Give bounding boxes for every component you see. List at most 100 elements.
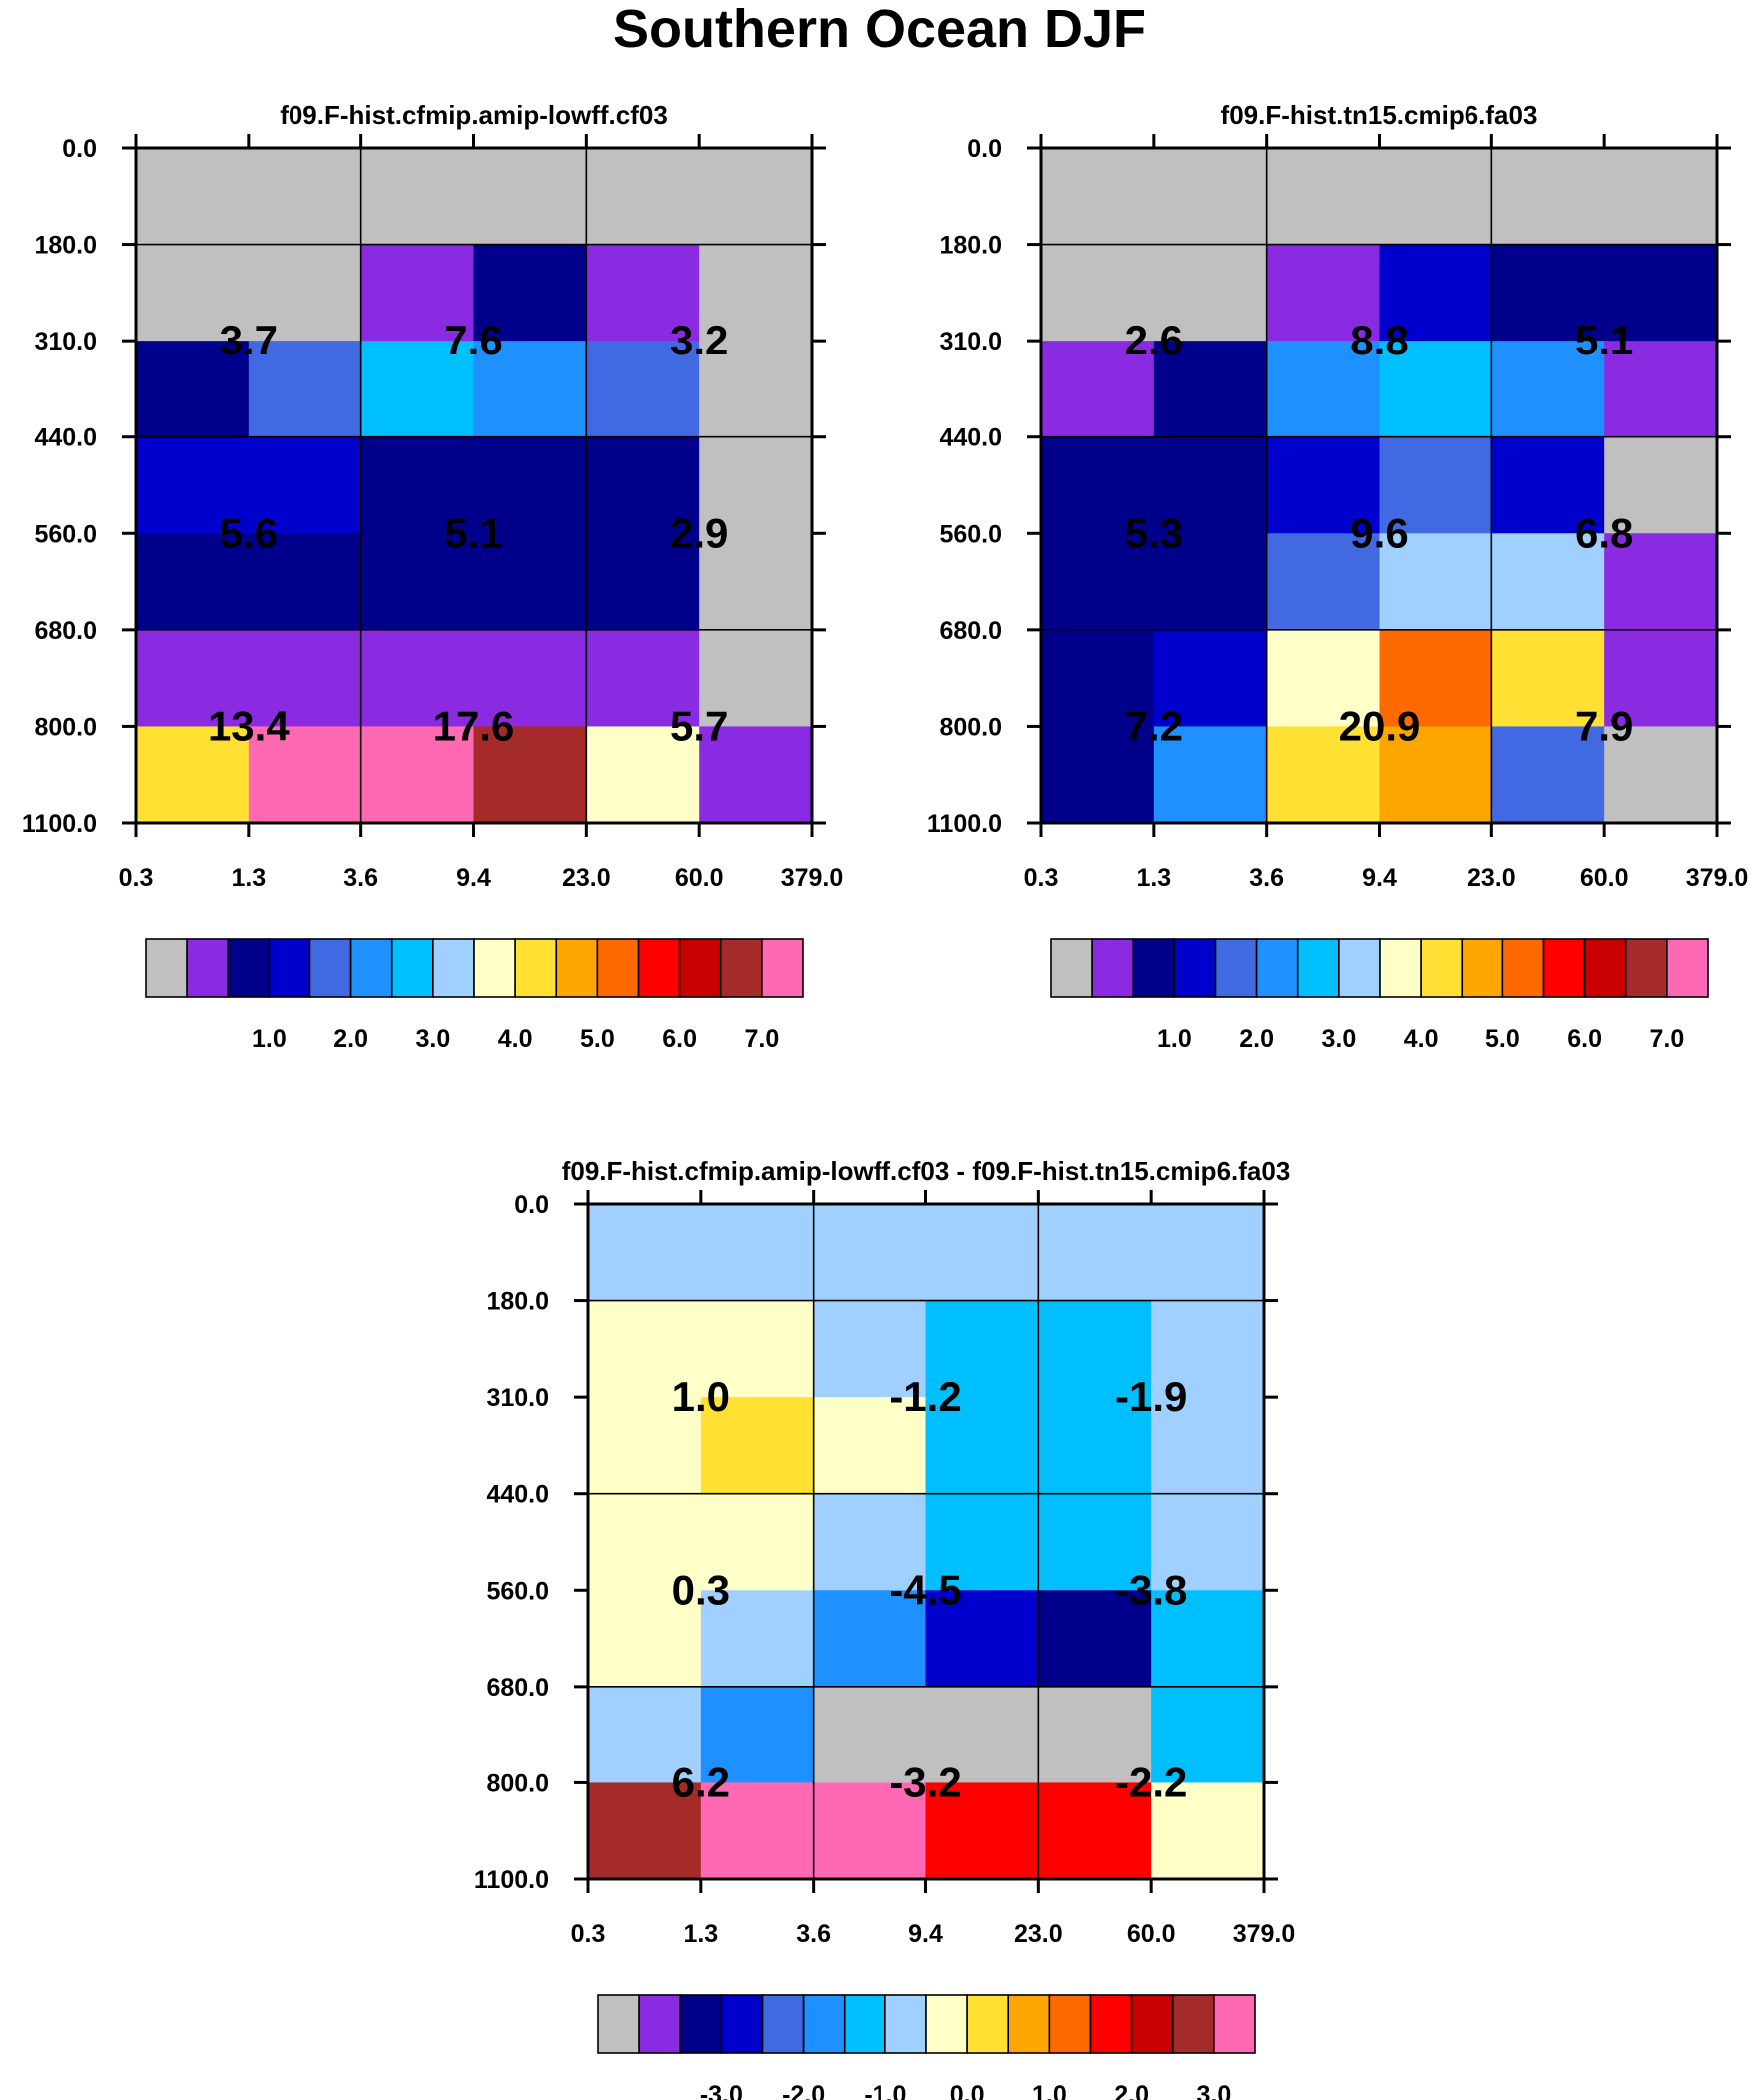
heatmap-cell (586, 436, 700, 534)
colorbar-tick-label: 4.0 (1404, 1025, 1439, 1052)
cell-value-label: 7.2 (1125, 702, 1183, 749)
panel-1: f09.F-hist.cfmip.amip-lowff.cf03 0.0 180.0… (22, 100, 843, 1052)
colorbar-box (1420, 938, 1464, 998)
colorbar-box (349, 938, 393, 998)
heatmap-cell (136, 533, 250, 631)
x-tick-label: 9.4 (908, 1920, 943, 1948)
heatmap-cell (1041, 533, 1155, 631)
x-tick-label: 0.3 (1024, 864, 1059, 892)
heatmap-cell (248, 244, 362, 342)
heatmap-cell (248, 629, 362, 728)
heatmap-cell (1604, 244, 1718, 342)
heatmap-cell (1491, 726, 1605, 824)
heatmap-cell (700, 1300, 815, 1398)
y-tick-label: 800.0 (34, 713, 97, 741)
heatmap-cell (1153, 148, 1268, 246)
heatmap-cell (1151, 1493, 1265, 1591)
y-tick-label: 800.0 (939, 713, 1002, 741)
cell-value-label: 3.2 (670, 317, 728, 363)
heatmap-cell (360, 726, 475, 824)
panel-title: f09.F-hist.tn15.cmip6.fa03 (1221, 100, 1538, 130)
colorbar-tick-label: -2.0 (782, 2081, 825, 2100)
y-tick-label: 180.0 (34, 232, 97, 260)
heatmap-cell (360, 629, 475, 728)
panel-title: f09.F-hist.cfmip.amip-lowff.cf03 - f09.F… (562, 1156, 1291, 1186)
colorbar-tick-label: -1.0 (864, 2081, 906, 2100)
colorbar-tick-label: 7.0 (1649, 1025, 1684, 1052)
heatmap-cell (1038, 1300, 1152, 1398)
colorbar-box (884, 1994, 927, 2054)
colorbar-box (390, 938, 434, 998)
heatmap-cell (1266, 244, 1381, 342)
heatmap-cell (586, 629, 700, 728)
colorbar-box (1255, 938, 1299, 998)
heatmap-cell (813, 1590, 927, 1688)
heatmap-cell (1604, 533, 1718, 631)
colorbar-box (678, 938, 722, 998)
heatmap-cell (1153, 629, 1268, 728)
heatmap-cell (1266, 533, 1381, 631)
colorbar-tick-label: 4.0 (498, 1025, 533, 1052)
colorbar-box (1007, 1994, 1051, 2054)
colorbar-tick-label: 1.0 (1157, 1025, 1192, 1052)
heatmap-cell (1151, 1782, 1265, 1880)
cell-value-label: 2.6 (1125, 317, 1183, 363)
heatmap-cell (813, 1300, 927, 1398)
y-tick-label: 310.0 (486, 1384, 549, 1412)
cell-value-label: 6.8 (1575, 509, 1633, 556)
colorbar-box (1132, 938, 1176, 998)
cell-value-label: 9.6 (1350, 509, 1408, 556)
heatmap-cell (699, 341, 813, 438)
x-tick-label: 0.3 (571, 1920, 606, 1948)
colorbar-tick-label: 6.0 (662, 1025, 697, 1052)
heatmap-cell (136, 148, 250, 246)
y-tick-label: 0.0 (62, 135, 97, 163)
colorbar-box (1213, 1994, 1256, 2054)
cell-value-label: 6.2 (672, 1758, 730, 1805)
colorbar-box (596, 938, 640, 998)
colorbar-box (966, 1994, 1010, 2054)
heatmap-cell (248, 148, 362, 246)
heatmap-cell (1266, 148, 1381, 246)
cell-value-label: 20.9 (1339, 702, 1421, 749)
heatmap-cell (1038, 1686, 1152, 1784)
y-tick-label: 1100.0 (22, 810, 97, 838)
heatmap-cell (1153, 244, 1268, 342)
heatmap-cell (925, 1590, 1039, 1688)
cell-value-label: -4.5 (889, 1566, 961, 1613)
heatmap-cell (700, 1204, 815, 1302)
colorbar-box (227, 938, 271, 998)
colorbar-tick-label: 2.0 (333, 1025, 368, 1052)
colorbar-box (843, 1994, 886, 2054)
colorbar-box (514, 938, 558, 998)
x-tick-label: 3.6 (796, 1920, 831, 1948)
colorbar-tick-label: 1.0 (252, 1025, 287, 1052)
heatmap-cell (699, 436, 813, 534)
heatmap-cell (1379, 533, 1492, 631)
heatmap-cell (699, 629, 813, 728)
heatmap-cell (813, 1397, 927, 1495)
colorbar-box (1296, 938, 1340, 998)
colorbar-box (720, 1994, 764, 2054)
heatmap-cell (136, 341, 250, 438)
heatmap-cell (1266, 726, 1381, 824)
cell-value-label: -3.2 (889, 1758, 961, 1805)
heatmap-cell (1604, 148, 1718, 246)
heatmap-cell (1038, 1493, 1152, 1591)
heatmap-cell (813, 1782, 927, 1880)
heatmap-cell (1491, 244, 1605, 342)
colorbar-box (268, 938, 311, 998)
heatmap-cell (700, 1493, 815, 1591)
heatmap-cell (360, 436, 475, 534)
colorbar-box (761, 938, 804, 998)
panel-title: f09.F-hist.cfmip.amip-lowff.cf03 (280, 100, 668, 130)
heatmap-cell (699, 244, 813, 342)
y-tick-label: 560.0 (34, 520, 97, 548)
heatmap-cell (1153, 726, 1268, 824)
colorbar-tick-label: 6.0 (1567, 1025, 1602, 1052)
heatmap-cell (1379, 436, 1492, 534)
colorbar-box (145, 938, 188, 998)
cell-value-label: -2.2 (1115, 1758, 1187, 1805)
heatmap-cell (1041, 341, 1155, 438)
colorbar-tick-label: 1.0 (1032, 2081, 1067, 2100)
